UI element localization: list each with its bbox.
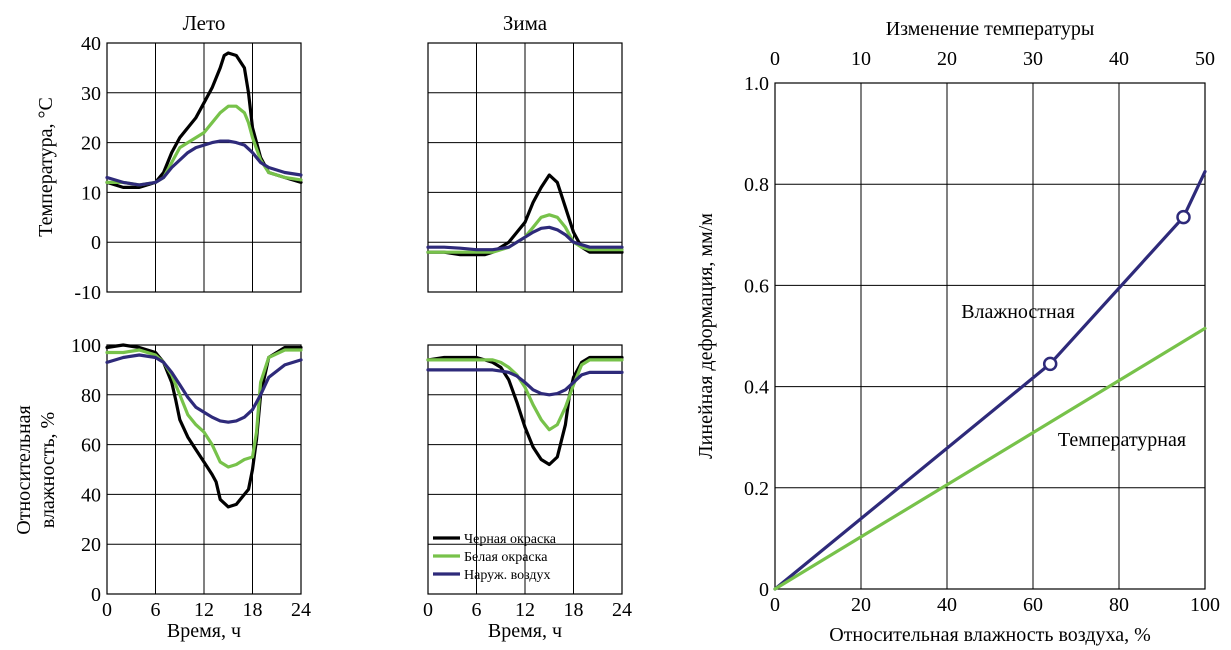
panel-4-xtick-label: 60 [1023, 594, 1043, 616]
panel-4-series-line [773, 170, 1207, 591]
panel-4-xtick-label: 0 [770, 594, 780, 616]
panel-0-ytick-label: 40 [81, 33, 101, 55]
panel-4-xtick-label: 80 [1109, 594, 1129, 616]
panel-1-series-line [426, 213, 624, 254]
panel-2-xtick-label: 12 [194, 599, 214, 621]
panel-0-ytick-label: 0 [91, 232, 101, 254]
panel-2-xtick-label: 18 [243, 599, 263, 621]
panel-4-series-line [773, 326, 1207, 591]
legend-label: Черная окраска [464, 532, 557, 547]
panel-3-series-line [426, 358, 624, 432]
panel-2-ylabel: Относительная влажность, % [13, 405, 59, 534]
legend: Черная окраска Белая окраска Наруж. воздух [433, 532, 557, 583]
legend-label: Белая окраска [464, 550, 548, 565]
panel-0-series-line [105, 139, 303, 187]
panel-4-x2label: Изменение температуры [886, 18, 1095, 40]
panel-4-xtick-label: 40 [937, 594, 957, 616]
panel-2-frame [106, 344, 302, 595]
panel-4-ytick-label: 1.0 [744, 73, 769, 95]
panel-2-series-line [105, 353, 303, 424]
panel-3-series-line [426, 368, 624, 397]
panel-1-series-line [426, 225, 624, 252]
panel-4-xtick-label: 20 [851, 594, 871, 616]
panel-4-xtick-label: 100 [1190, 594, 1220, 616]
legend-label: Наруж. воздух [464, 568, 551, 583]
panel-3-xlabel: Время, ч [488, 620, 562, 642]
panel-4-ytick-label: 0.8 [744, 174, 769, 196]
panel-4-x2tick-label: 0 [770, 48, 780, 70]
panel-0-title: Лето [183, 11, 226, 35]
panel-2-ytick-label: 20 [81, 534, 101, 556]
panel-0-ytick-label: -10 [74, 282, 101, 304]
panel-4-ylabel: Линейная деформация, мм/м [695, 213, 717, 459]
panel-2-ytick-label: 0 [91, 584, 101, 606]
panel-3-xtick-label: 24 [612, 599, 632, 621]
panel-3-xtick-label: 18 [564, 599, 584, 621]
panel-4-xlabel: Относительная влажность воздуха, % [829, 624, 1151, 646]
panel-2-xlabel: Время, ч [167, 620, 241, 642]
panel-4-ytick-label: 0 [759, 579, 769, 601]
panel-4-series-marker [1176, 209, 1191, 225]
panel-2-xtick-label: 24 [291, 599, 311, 621]
panel-0-ytick-label: 30 [81, 83, 101, 105]
panel-3-xtick-label: 0 [423, 599, 433, 621]
panel-4-x2tick-label: 20 [937, 48, 957, 70]
panel-3-xtick-label: 12 [515, 599, 535, 621]
panel-0-ytick-label: 10 [81, 182, 101, 204]
panel-4-x2tick-label: 30 [1023, 48, 1043, 70]
series-label-temperature: Температурная [1058, 429, 1186, 451]
series-label-humidity: Влажностная [961, 301, 1075, 323]
panel-4-frame [774, 82, 1206, 590]
panel-2-ytick-label: 100 [71, 335, 101, 357]
panel-0-ytick-label: 20 [81, 133, 101, 155]
panel-4-ytick-label: 0.2 [744, 478, 769, 500]
panel-3-xtick-label: 6 [472, 599, 482, 621]
panel-3-frame [427, 344, 623, 595]
panel-4-x2tick-label: 40 [1109, 48, 1129, 70]
panel-2-ylabel-line1: Относительная [13, 405, 35, 534]
panel-0-ylabel: Температура, °C [35, 97, 57, 237]
panel-2-ytick-label: 80 [81, 385, 101, 407]
panel-2-ytick-label: 60 [81, 435, 101, 457]
panel-2-ytick-label: 40 [81, 484, 101, 506]
panel-0-series-line [105, 51, 303, 189]
panel-4-ytick-label: 0.4 [744, 377, 769, 399]
panel-4-series-marker [1042, 356, 1058, 372]
panel-4-ytick-label: 0.6 [744, 275, 769, 297]
panel-2-xtick-label: 0 [102, 599, 112, 621]
panel-2-ylabel-line2: влажность, % [37, 412, 59, 528]
panel-4-x2tick-label: 50 [1195, 48, 1215, 70]
panel-1-frame [427, 42, 623, 293]
panel-0-frame [106, 42, 302, 293]
panel-1-title: Зима [503, 11, 548, 35]
panel-4-x2tick-label: 10 [851, 48, 871, 70]
panel-2-xtick-label: 6 [151, 599, 161, 621]
